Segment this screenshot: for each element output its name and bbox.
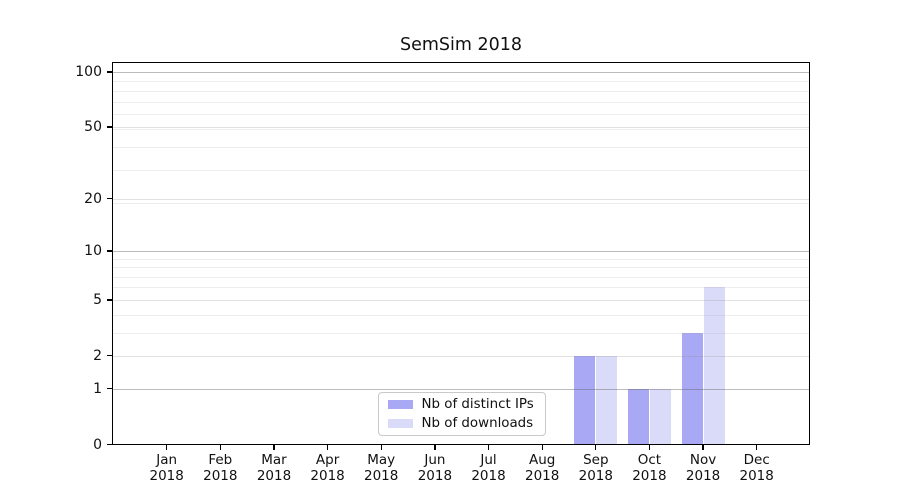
y-tick-label: 2 — [93, 347, 102, 364]
y-tick-label: 20 — [84, 190, 102, 207]
bar-sep-downloads — [596, 355, 618, 445]
minor-gridline — [112, 81, 810, 83]
x-tick-mark — [648, 444, 651, 450]
y-tick-label: 50 — [84, 119, 102, 136]
x-tick-label: Nov 2018 — [685, 452, 721, 484]
legend: Nb of distinct IPs Nb of downloads — [377, 392, 546, 436]
x-tick-mark — [434, 444, 436, 450]
x-tick-mark — [219, 444, 221, 450]
x-tick-mark — [595, 444, 597, 450]
bar-sep-distinct-ips — [574, 355, 596, 445]
y-tick-label: 5 — [93, 291, 102, 308]
x-tick-mark — [166, 444, 168, 450]
minor-gridline — [112, 114, 810, 115]
minor-gridline — [112, 101, 810, 103]
legend-label: Nb of downloads — [421, 416, 534, 431]
y-tick-mark — [107, 443, 112, 446]
minor-gridline — [112, 90, 810, 92]
legend-item: Nb of distinct IPs — [387, 397, 545, 412]
major-gridline — [112, 127, 810, 129]
x-tick-label: Oct 2018 — [632, 452, 667, 484]
y-tick-mark — [107, 387, 112, 390]
y-tick-label: 10 — [84, 242, 102, 259]
minor-gridline — [112, 332, 810, 334]
major-gridline — [112, 355, 810, 357]
y-tick-label: 0 — [93, 436, 102, 453]
minor-gridline — [112, 258, 810, 260]
y-tick-mark — [107, 299, 112, 301]
bar-oct-downloads — [649, 388, 671, 445]
x-tick-mark — [541, 444, 543, 450]
y-tick-mark — [107, 355, 112, 357]
minor-gridline — [112, 276, 810, 278]
x-tick-label: Jan 2018 — [149, 452, 184, 484]
minor-gridline — [112, 202, 810, 204]
x-tick-mark — [487, 444, 490, 450]
y-tick-mark — [107, 198, 112, 200]
y-tick-mark — [107, 126, 112, 128]
grid-layer — [112, 62, 810, 445]
y-tick-label: 100 — [75, 64, 102, 80]
x-tick-label: Mar 2018 — [256, 452, 292, 484]
x-tick-label: Jul 2018 — [471, 452, 506, 484]
x-tick-mark — [273, 444, 275, 450]
minor-gridline — [112, 314, 810, 316]
emphasis-gridline — [112, 72, 810, 73]
x-tick-label: May 2018 — [364, 452, 399, 484]
legend-swatch — [387, 419, 413, 428]
y-tick-mark — [107, 250, 112, 252]
bar-nov-downloads — [703, 287, 725, 445]
minor-gridline — [112, 170, 810, 171]
minor-gridline — [112, 287, 810, 289]
minor-gridline — [112, 146, 810, 148]
bars-layer — [112, 62, 810, 445]
x-tick-label: Dec 2018 — [739, 452, 774, 484]
x-tick-label: Aug 2018 — [525, 452, 560, 484]
legend-swatch — [387, 400, 413, 409]
x-tick-label: Sep 2018 — [578, 452, 613, 484]
emphasis-gridline — [112, 250, 810, 252]
legend-item: Nb of downloads — [387, 416, 545, 431]
y-tick-mark — [107, 71, 112, 73]
x-tick-mark — [380, 444, 382, 450]
y-tick-label: 1 — [93, 380, 102, 397]
legend-label: Nb of distinct IPs — [421, 397, 534, 412]
x-tick-label: Feb 2018 — [203, 452, 238, 484]
bar-oct-distinct-ips — [627, 388, 649, 445]
x-tick-mark — [756, 444, 758, 450]
minor-gridline — [112, 267, 810, 269]
emphasis-gridline — [112, 388, 810, 390]
chart-title: SemSim 2018 — [399, 35, 523, 55]
minor-gridline — [112, 128, 810, 130]
major-gridline — [112, 198, 810, 200]
x-tick-label: Apr 2018 — [310, 452, 345, 484]
major-gridline — [112, 299, 810, 301]
bar-nov-distinct-ips — [681, 332, 703, 445]
x-tick-mark — [326, 444, 329, 450]
x-tick-mark — [702, 444, 704, 450]
x-tick-label: Jun 2018 — [417, 452, 453, 484]
